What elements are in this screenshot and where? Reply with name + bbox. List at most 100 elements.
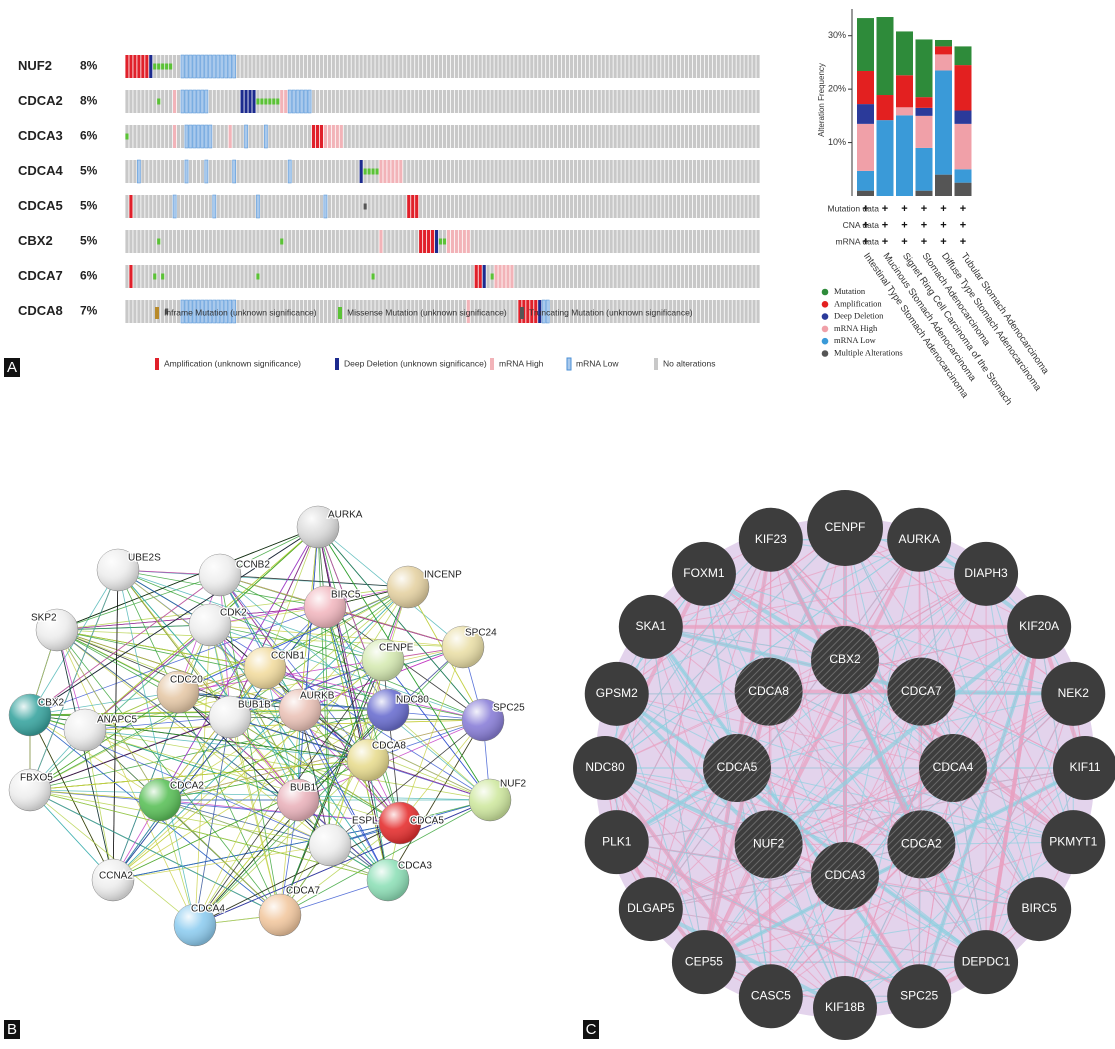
oncoprint-cell	[212, 90, 216, 113]
oncoprint-cell	[696, 55, 701, 78]
oncoprint-cell	[629, 125, 633, 148]
gene-percent: 8%	[80, 59, 98, 73]
string-edge	[399, 719, 484, 824]
query-node-label: CDCA2	[901, 837, 942, 851]
oncoprint-cell	[347, 300, 351, 323]
legend-swatch	[338, 307, 342, 319]
oncoprint-cell	[200, 265, 204, 288]
string-node-label: SPC24	[465, 628, 497, 639]
oncoprint-cell	[228, 230, 232, 253]
genemania-node-label: GPSM2	[596, 686, 638, 700]
oncoprint-cell	[629, 195, 633, 218]
bar-segment	[935, 70, 952, 175]
oncoprint-cell	[423, 300, 427, 323]
genemania-node	[1007, 594, 1072, 659]
oncoprint-cell	[554, 90, 558, 113]
oncoprint-cell	[542, 160, 546, 183]
string-edge	[219, 574, 369, 761]
node-shine	[209, 696, 251, 738]
string-edge	[159, 719, 484, 801]
oncoprint-cell	[407, 125, 411, 148]
oncoprint-cell	[307, 300, 312, 323]
oncoprint-cell	[677, 195, 681, 218]
bar-segment	[857, 104, 874, 124]
oncoprint-cell	[288, 230, 292, 253]
oncoprint-cell	[200, 124, 205, 149]
oncoprint-cell	[712, 90, 716, 113]
oncoprint-cell	[605, 125, 609, 148]
oncoprint-cell	[629, 300, 633, 323]
oncoprint-cell	[510, 195, 514, 218]
genemania-edge	[650, 908, 987, 963]
oncoprint-cell	[407, 195, 411, 218]
oncoprint-cell	[641, 125, 645, 148]
genemania-edge	[920, 691, 1040, 910]
oncoprint-cell	[260, 125, 264, 148]
oncoprint-cell	[141, 160, 145, 183]
oncoprint-cell	[474, 160, 478, 183]
query-node-label: NUF2	[753, 837, 785, 851]
oncoprint-cell	[292, 160, 296, 183]
bar-segment	[857, 70, 874, 105]
oncoprint-cell	[395, 55, 399, 78]
oncoprint-cell	[494, 300, 498, 323]
oncoprint-cell	[244, 230, 248, 253]
mutation-mark	[438, 238, 443, 245]
oncoprint-cell	[740, 55, 744, 78]
oncoprint-cell	[347, 265, 351, 288]
oncoprint-cell	[363, 230, 367, 253]
legend-label: Missense Mutation (unknown significance)	[347, 307, 507, 317]
string-edge	[209, 624, 299, 801]
oncoprint-cell	[300, 125, 304, 148]
query-node-label: CDCA3	[825, 868, 866, 882]
oncoprint-cell	[478, 300, 482, 323]
string-node-label: UBE2S	[128, 553, 161, 564]
oncoprint-cell	[732, 55, 736, 78]
genemania-edge	[844, 691, 922, 1009]
oncoprint-cell	[335, 230, 339, 253]
bar-segment	[857, 123, 874, 171]
oncoprint-cell	[692, 160, 697, 183]
oncoprint-cell	[192, 195, 197, 218]
oncoprint-cell	[307, 125, 312, 148]
oncoprint-cell	[427, 265, 431, 288]
oncoprint-cell	[502, 300, 506, 323]
oncoprint-cell	[724, 265, 728, 288]
string-edge	[299, 709, 389, 881]
oncoprint-cell	[661, 265, 665, 288]
oncoprint-cell	[458, 230, 462, 253]
bar-segment	[857, 170, 874, 191]
oncoprint-cell	[311, 90, 316, 113]
oncoprint-cell	[180, 195, 185, 218]
oncoprint-cell	[593, 195, 597, 218]
oncoprint-cell	[232, 159, 236, 184]
oncoprint-cell	[641, 300, 645, 323]
oncoprint-cell	[609, 160, 613, 183]
oncoprint-cell	[438, 300, 443, 323]
genemania-edge	[650, 573, 987, 628]
oncoprint-cell	[554, 55, 558, 78]
oncoprint-cell	[240, 300, 244, 323]
oncoprint-cell	[502, 230, 506, 253]
oncoprint-cell	[323, 125, 328, 148]
oncoprint-cell	[554, 160, 558, 183]
oncoprint-cell	[490, 230, 494, 253]
oncoprint-cell	[335, 55, 339, 78]
oncoprint-cell	[129, 90, 133, 113]
oncoprint-cell	[161, 160, 165, 183]
bar-segment	[935, 54, 952, 71]
genemania-node-label: NDC80	[585, 760, 625, 774]
string-node-label: CDCA4	[191, 904, 225, 915]
query-node-label: CBX2	[829, 652, 861, 666]
oncoprint-cell	[315, 125, 320, 148]
oncoprint-cell	[728, 160, 732, 183]
string-edge	[29, 789, 491, 801]
node-shine	[244, 647, 286, 689]
genemania-edge	[650, 626, 922, 845]
oncoprint-cell	[569, 55, 574, 78]
oncoprint-cell	[712, 300, 716, 323]
oncoprint-cell	[395, 300, 399, 323]
oncoprint-cell	[331, 160, 335, 183]
oncoprint-cell	[748, 265, 752, 288]
